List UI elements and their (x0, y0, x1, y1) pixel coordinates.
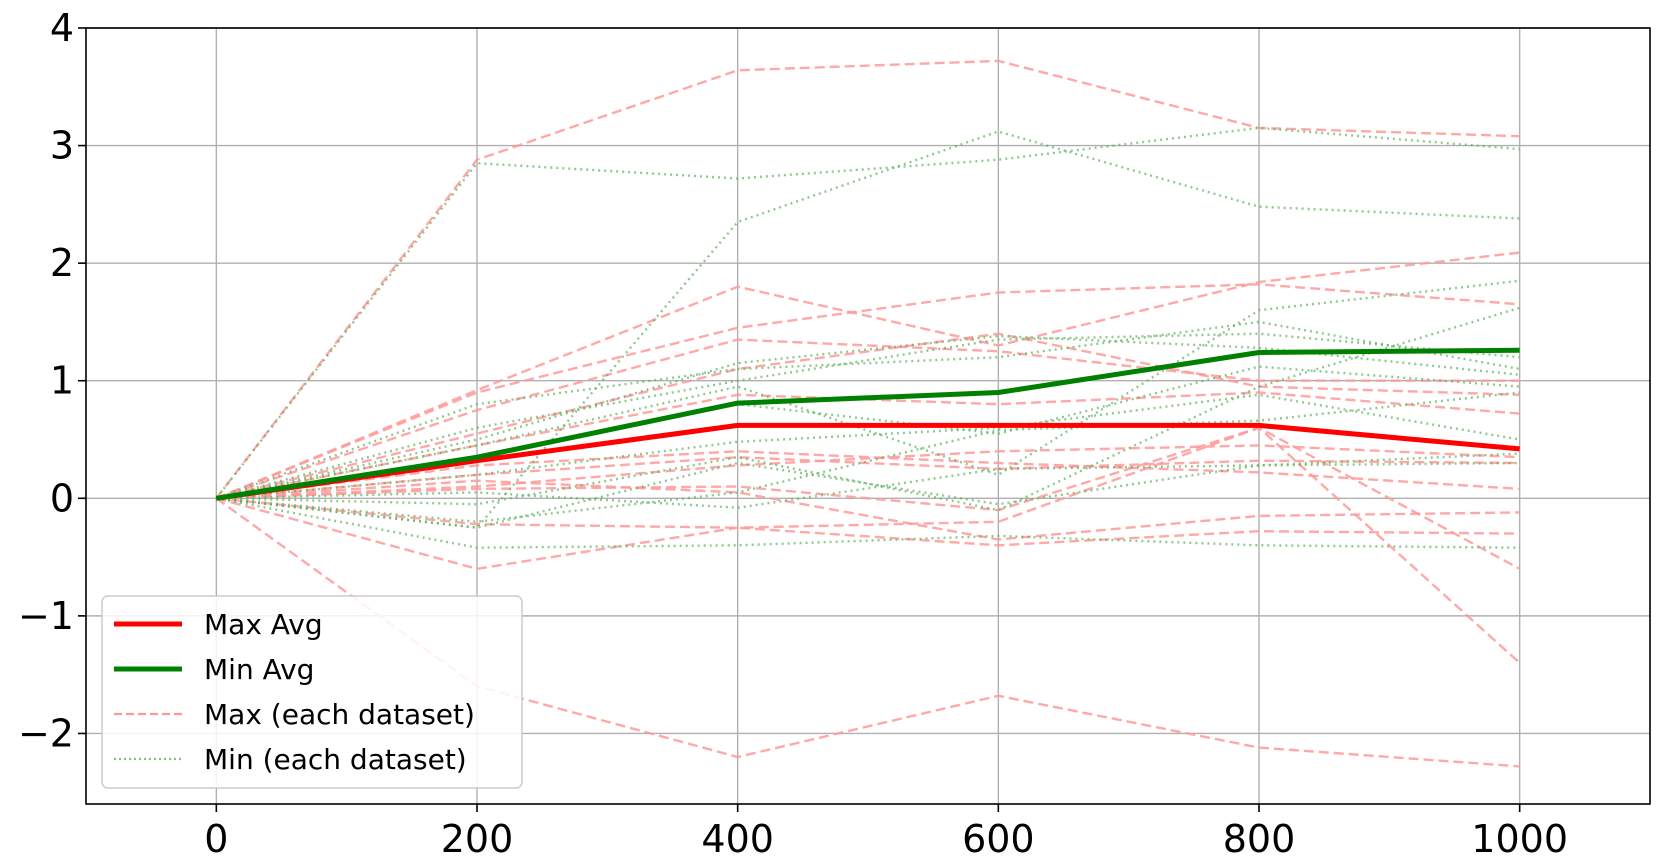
min-dataset-line-0 (215, 126, 1520, 500)
x-tick-label-4: 800 (1223, 817, 1296, 861)
y-tick-label-2: 0 (50, 476, 74, 520)
max-dataset-line-2 (215, 283, 1520, 500)
x-tick-label-1: 200 (441, 817, 514, 861)
y-tick-label-4: 2 (50, 241, 74, 285)
y-tick-label-6: 4 (50, 6, 74, 50)
legend-label-1: Min Avg (204, 653, 314, 686)
max-dataset-line-10 (215, 426, 1521, 571)
max-dataset-line-1 (215, 251, 1520, 500)
min-dataset-line-10 (216, 497, 1520, 549)
x-tick-label-3: 600 (962, 817, 1035, 861)
min-dataset-line-9 (216, 306, 1521, 512)
max-dataset-line-11 (216, 479, 1520, 541)
min-dataset-line-6 (216, 365, 1520, 500)
legend-label-3: Min (each dataset) (204, 743, 467, 776)
average-lines (215, 347, 1520, 501)
max-dataset-line-8 (216, 426, 1521, 664)
legend-label-2: Max (each dataset) (204, 698, 475, 731)
y-tick-label-1: −1 (18, 594, 74, 638)
x-tick-label-5: 1000 (1471, 817, 1568, 861)
min-dataset-line-7 (216, 393, 1520, 500)
y-tick-label-3: 1 (50, 359, 74, 403)
legend-box (101, 595, 523, 789)
max-dataset-line-13 (215, 497, 1520, 768)
max-dataset-line-9 (216, 497, 1520, 547)
x-tick-label-0: 0 (204, 817, 228, 861)
max-dataset-line-12 (216, 444, 1520, 500)
axis-ticks: 0 200 400 600 800 1000 −2 −1 0 1 2 3 4 (18, 6, 1568, 861)
max-dataset-line-0 (215, 59, 1520, 500)
x-tick-label-2: 400 (701, 817, 774, 861)
max-dataset-line-3 (215, 338, 1520, 500)
max-avg-line (215, 422, 1520, 501)
y-tick-label-5: 3 (50, 124, 74, 168)
max-each-dataset-lines (215, 59, 1521, 768)
min-each-dataset-lines (215, 126, 1521, 549)
min-avg-line (215, 347, 1520, 501)
max-dataset-line-5 (216, 391, 1520, 500)
max-dataset-line-4 (216, 332, 1520, 500)
y-tick-label-0: −2 (18, 711, 74, 755)
min-dataset-line-1 (216, 130, 1520, 529)
legend-label-0: Max Avg (204, 608, 323, 641)
legend: Max Avg Min Avg Max (each dataset) Min (eac… (101, 595, 523, 789)
min-dataset-line-11 (216, 452, 1520, 509)
max-dataset-line-7 (216, 455, 1520, 500)
min-dataset-line-3 (215, 332, 1520, 500)
plot-frame (85, 27, 1651, 805)
